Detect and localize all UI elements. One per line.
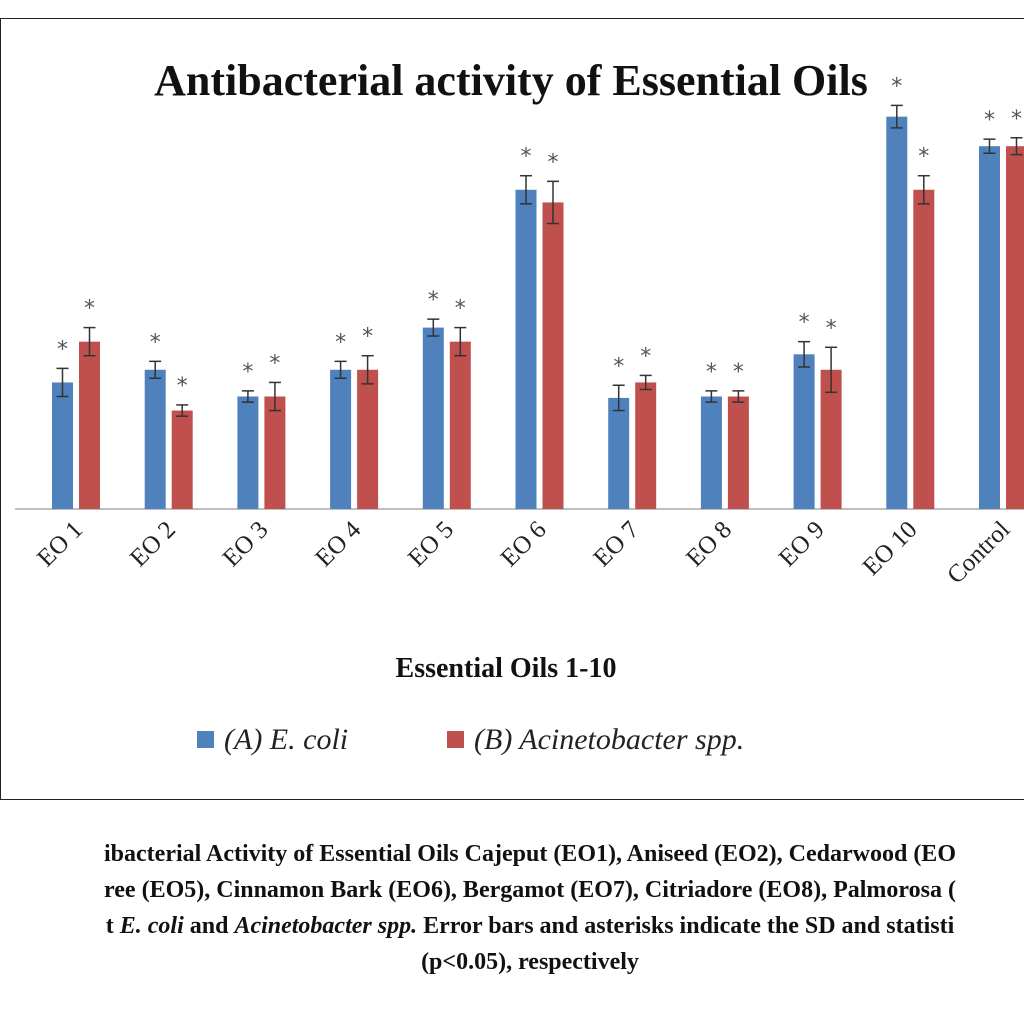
significance-asterisk-ecoli: * — [242, 360, 253, 385]
figure-caption: ibacterial Activity of Essential Oils Ca… — [0, 836, 1024, 980]
x-tick-labels: EO 1 EO 2 EO 3 EO 4 EO 5 EO 6 EO 7 EO 8 EO 9 EO 1… — [32, 516, 1015, 589]
significance-asterisk-acinetobacter: * — [640, 344, 651, 369]
legend-swatch-acinetobacter — [447, 731, 464, 748]
significance-asterisk-ecoli: * — [335, 330, 346, 355]
significance-asterisk-acinetobacter: * — [548, 150, 559, 175]
chart-title: Antibacterial activity of Essential Oils — [154, 56, 868, 105]
x-tick-label: EO 1 — [32, 516, 88, 572]
x-axis-label: Essential Oils 1-10 — [396, 653, 617, 684]
x-tick-label: Control — [942, 516, 1015, 589]
chart-frame: Antibacterial activity of Essential Oils… — [0, 18, 1024, 800]
significance-asterisk-ecoli: * — [706, 360, 717, 385]
bar-ecoli — [608, 397, 630, 509]
bar-ecoli — [979, 146, 1000, 509]
caption-line-3-and: and — [183, 913, 235, 939]
bar-acinetobacter — [264, 396, 286, 509]
bar-ecoli — [330, 369, 352, 509]
bar-ecoli — [422, 327, 444, 509]
caption-line-3-prefix: t — [105, 913, 120, 939]
bar-acinetobacter — [1006, 146, 1024, 509]
bar-ecoli — [144, 369, 166, 509]
significance-asterisk-ecoli: * — [984, 108, 995, 133]
bar-ecoli — [515, 189, 537, 509]
x-tick-label: EO 7 — [589, 516, 645, 572]
significance-asterisk-acinetobacter: * — [455, 297, 466, 322]
caption-species-acinetobacter: Acinetobacter spp. — [234, 913, 418, 939]
bar-acinetobacter — [79, 341, 100, 509]
bar-acinetobacter — [542, 202, 564, 509]
caption-line-4: (p<0.05), respectively — [421, 949, 639, 975]
significance-asterisk-acinetobacter: * — [733, 360, 744, 385]
x-tick-label: EO 3 — [218, 516, 274, 572]
x-tick-label: EO 8 — [681, 516, 737, 572]
bar-ecoli — [700, 396, 722, 509]
significance-asterisk-acinetobacter: * — [826, 316, 837, 341]
x-tick-label: EO 4 — [310, 516, 366, 572]
significance-asterisk-ecoli: * — [428, 288, 439, 313]
bar-ecoli — [793, 354, 815, 509]
significance-asterisk-ecoli: * — [150, 330, 161, 355]
bar-acinetobacter — [171, 410, 193, 509]
bar-ecoli — [886, 116, 908, 509]
bar-ecoli — [237, 396, 259, 509]
x-tick-label: EO 10 — [858, 516, 923, 581]
x-tick-label: EO 2 — [125, 516, 181, 572]
significance-asterisk-acinetobacter: * — [918, 145, 929, 170]
legend: (A) E. coli (B) Acinetobacter spp. — [197, 723, 744, 756]
significance-asterisk-acinetobacter: * — [362, 325, 373, 350]
x-tick-label: EO 6 — [496, 516, 552, 572]
legend-label-acinetobacter: (B) Acinetobacter spp. — [474, 723, 744, 756]
caption-line-3: t E. coli and Acinetobacter spp. Error b… — [0, 908, 1024, 944]
bar-chart: Antibacterial activity of Essential Oils… — [15, 56, 1024, 756]
significance-asterisk-ecoli: * — [891, 74, 902, 99]
bar-acinetobacter — [727, 396, 749, 509]
bar-acinetobacter — [820, 369, 842, 509]
bar-acinetobacter — [449, 341, 471, 509]
caption-line-1: ibacterial Activity of Essential Oils Ca… — [104, 841, 956, 867]
caption-species-ecoli: E. coli — [119, 913, 184, 939]
significance-asterisk-ecoli: * — [799, 311, 810, 336]
significance-asterisk-acinetobacter: * — [177, 374, 188, 399]
significance-asterisk-acinetobacter: * — [1011, 107, 1022, 132]
bar-ecoli — [52, 382, 73, 509]
significance-asterisk-acinetobacter: * — [269, 351, 280, 376]
legend-label-ecoli: (A) E. coli — [224, 723, 348, 756]
significance-asterisk-acinetobacter: * — [84, 297, 95, 322]
significance-asterisk-ecoli: * — [57, 337, 68, 362]
x-tick-label: EO 9 — [774, 516, 830, 572]
legend-swatch-ecoli — [197, 731, 214, 748]
significance-asterisk-ecoli: * — [521, 145, 532, 170]
bars-layer: * * * * * * * * * * * * * * * * * * * * * * — [52, 74, 1024, 509]
x-tick-label: EO 5 — [403, 516, 459, 572]
bar-acinetobacter — [357, 369, 379, 509]
significance-asterisk-ecoli: * — [613, 354, 624, 379]
bar-acinetobacter — [913, 189, 935, 509]
caption-line-2: ree (EO5), Cinnamon Bark (EO6), Bergamot… — [104, 877, 956, 903]
caption-line-3-suffix: Error bars and asterisks indicate the SD… — [417, 913, 955, 939]
bar-acinetobacter — [635, 382, 657, 509]
